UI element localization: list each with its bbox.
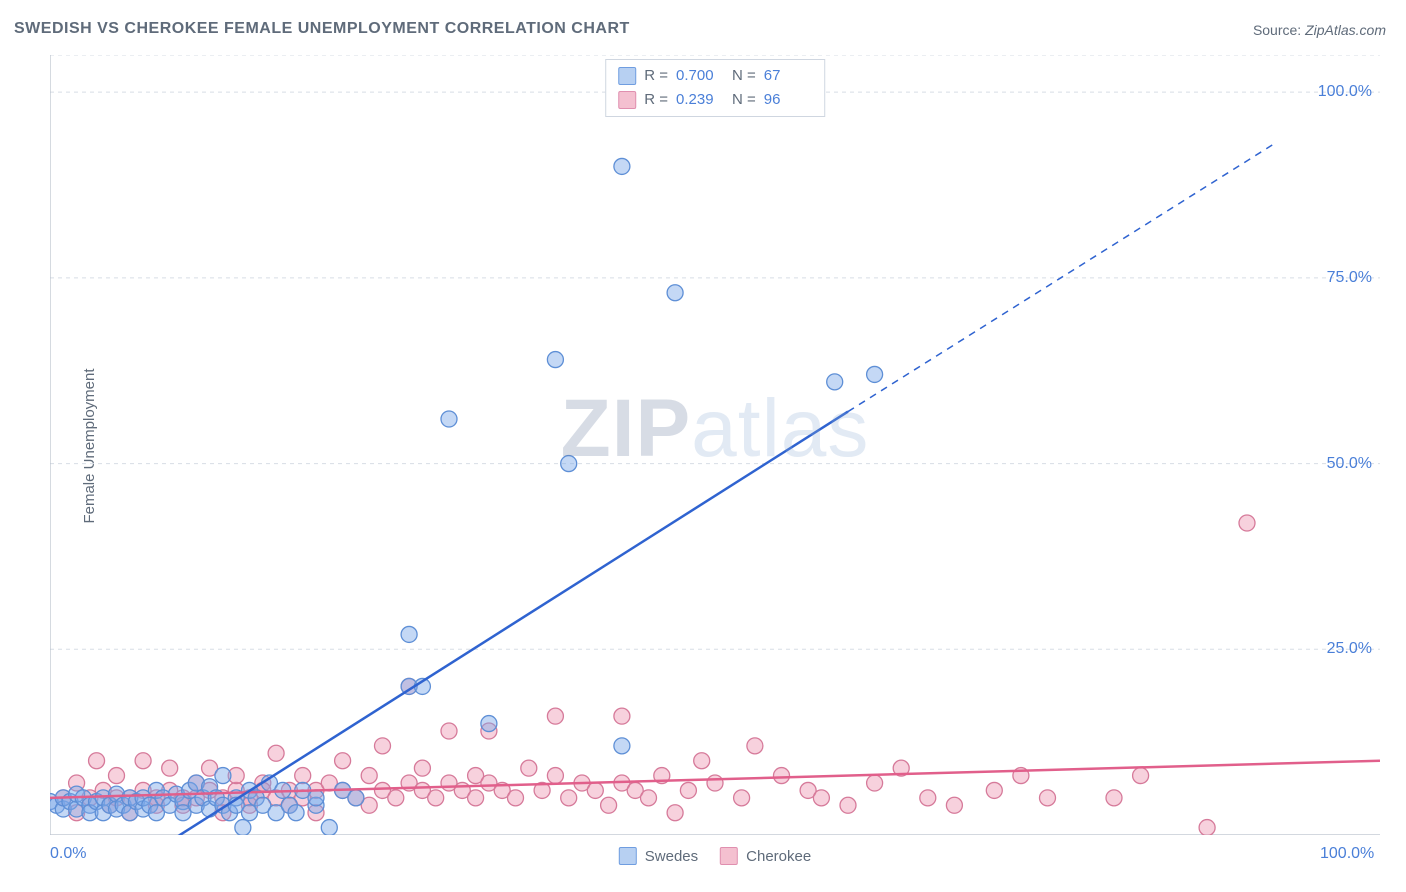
n-value-swedes: 67 [764,64,812,88]
swatch-swedes [619,847,637,865]
series-legend: Swedes Cherokee [619,847,811,865]
y-tick-label: 100.0% [1318,83,1372,101]
plot-area: ZIPatlas R = 0.700 N = 67 R = 0.239 N = … [50,55,1380,835]
y-tick-label: 50.0% [1327,455,1372,473]
legend-item-cherokee: Cherokee [720,847,811,865]
y-tick-label: 25.0% [1327,640,1372,658]
r-label: R = [644,88,668,112]
source-prefix: Source: [1253,22,1305,38]
r-label: R = [644,64,668,88]
r-value-swedes: 0.700 [676,64,724,88]
stats-legend: R = 0.700 N = 67 R = 0.239 N = 96 [605,59,825,117]
x-tick-label: 100.0% [1320,845,1374,863]
r-value-cherokee: 0.239 [676,88,724,112]
legend-label-swedes: Swedes [645,848,698,865]
n-label: N = [732,64,756,88]
legend-label-cherokee: Cherokee [746,848,811,865]
source-attribution: Source: ZipAtlas.com [1253,22,1386,38]
stats-row-cherokee: R = 0.239 N = 96 [618,88,812,112]
swatch-cherokee [618,91,636,109]
chart-title: SWEDISH VS CHEROKEE FEMALE UNEMPLOYMENT … [14,20,630,38]
source-name: ZipAtlas.com [1305,22,1386,38]
stats-row-swedes: R = 0.700 N = 67 [618,64,812,88]
swatch-cherokee [720,847,738,865]
chart-svg [50,55,1380,835]
legend-item-swedes: Swedes [619,847,698,865]
y-tick-label: 75.0% [1327,269,1372,287]
n-value-cherokee: 96 [764,88,812,112]
swatch-swedes [618,67,636,85]
n-label: N = [732,88,756,112]
x-tick-label: 0.0% [50,845,86,863]
